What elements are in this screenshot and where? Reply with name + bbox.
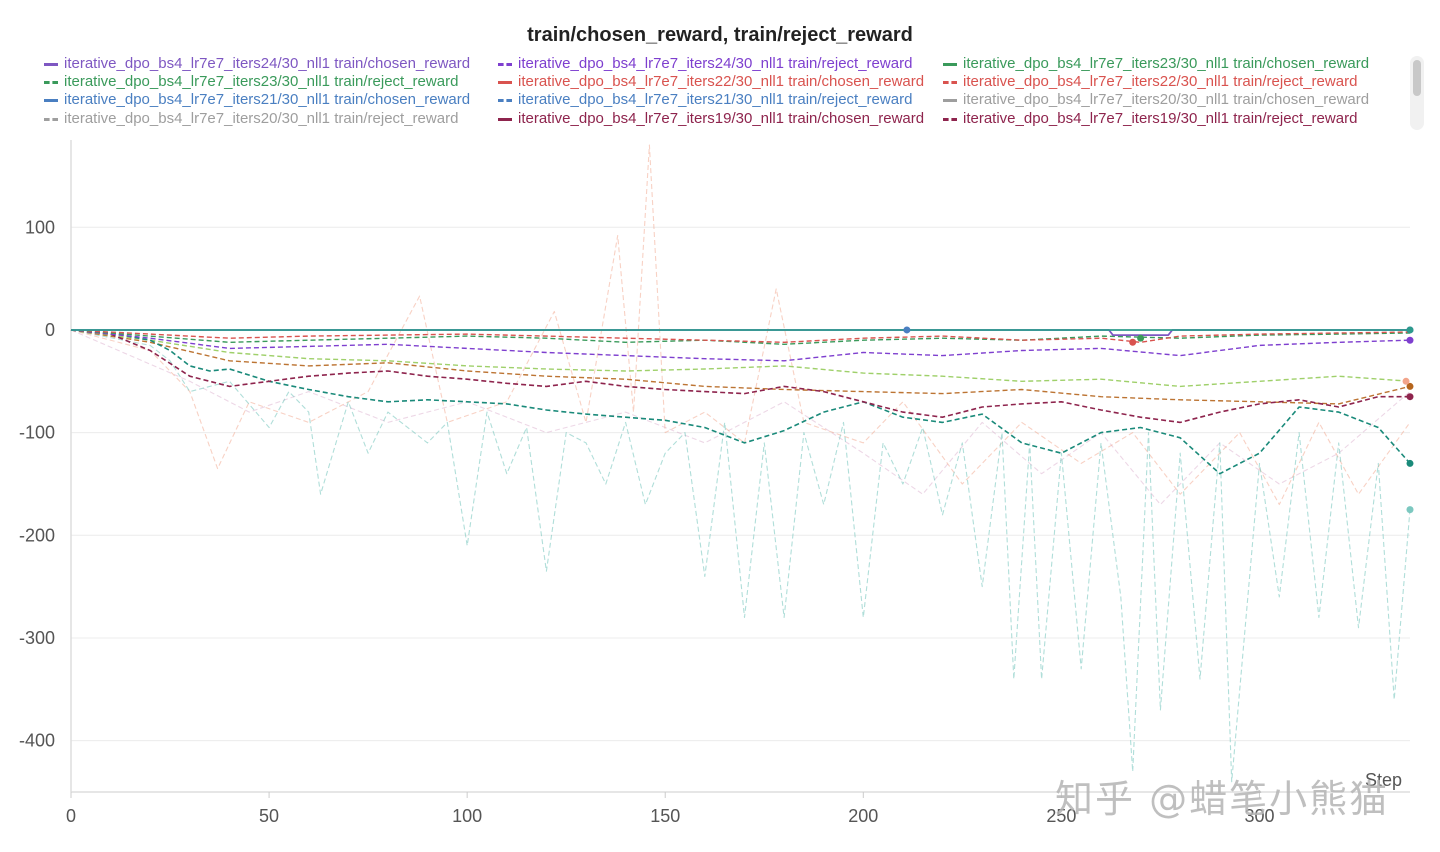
legend-item[interactable]: iterative_dpo_bs4_lr7e7_iters19/30_nll1 … xyxy=(498,110,924,128)
chart-title: train/chosen_reward, train/reject_reward xyxy=(527,24,913,46)
legend-label: iterative_dpo_bs4_lr7e7_iters24/30_nll1 … xyxy=(64,55,471,72)
series-line xyxy=(70,329,1411,783)
series-end-point xyxy=(1406,382,1414,390)
series-line xyxy=(70,329,1411,362)
series-end-point xyxy=(1406,393,1414,401)
y-tick-label: -200 xyxy=(19,525,55,545)
legend-scrollbar-thumb[interactable] xyxy=(1413,60,1421,96)
series-end-point xyxy=(1406,506,1414,514)
legend-label: iterative_dpo_bs4_lr7e7_iters21/30_nll1 … xyxy=(64,91,471,108)
x-tick-label: 200 xyxy=(848,806,878,826)
legend-label: iterative_dpo_bs4_lr7e7_iters22/30_nll1 … xyxy=(963,73,1358,90)
legend-item[interactable]: iterative_dpo_bs4_lr7e7_iters22/30_nll1 … xyxy=(498,73,924,91)
legend-item[interactable]: iterative_dpo_bs4_lr7e7_iters20/30_nll1 … xyxy=(44,110,458,128)
series-end-point xyxy=(1406,326,1414,334)
legend-swatch xyxy=(44,62,58,66)
legend-swatch xyxy=(943,80,957,84)
series-line xyxy=(70,329,1411,343)
legend-label: iterative_dpo_bs4_lr7e7_iters23/30_nll1 … xyxy=(963,55,1370,72)
legend-swatch xyxy=(498,62,512,66)
x-tick-label: 250 xyxy=(1046,806,1076,826)
x-tick-label: 0 xyxy=(66,806,76,826)
legend-swatch xyxy=(943,62,957,66)
legend-swatch xyxy=(44,80,58,84)
x-tick-label: 300 xyxy=(1244,806,1274,826)
legend-item[interactable]: iterative_dpo_bs4_lr7e7_iters20/30_nll1 … xyxy=(943,91,1369,109)
legend[interactable]: iterative_dpo_bs4_lr7e7_iters24/30_nll1 … xyxy=(40,55,1410,130)
legend-swatch xyxy=(498,80,512,84)
legend-label: iterative_dpo_bs4_lr7e7_iters23/30_nll1 … xyxy=(64,73,459,90)
series-end-point xyxy=(903,326,911,334)
series-line xyxy=(70,329,1411,405)
x-tick-label: 150 xyxy=(650,806,680,826)
legend-swatch xyxy=(44,98,58,102)
legend-item[interactable]: iterative_dpo_bs4_lr7e7_iters24/30_nll1 … xyxy=(498,55,912,73)
series-end-point xyxy=(1129,338,1137,346)
legend-label: iterative_dpo_bs4_lr7e7_iters24/30_nll1 … xyxy=(518,55,913,72)
x-tick-label: 50 xyxy=(259,806,279,826)
legend-swatch xyxy=(943,117,957,121)
legend-label: iterative_dpo_bs4_lr7e7_iters20/30_nll1 … xyxy=(64,110,459,127)
x-tick-label: 100 xyxy=(452,806,482,826)
legend-swatch xyxy=(943,98,957,102)
y-tick-label: 0 xyxy=(45,320,55,340)
legend-item[interactable]: iterative_dpo_bs4_lr7e7_iters21/30_nll1 … xyxy=(44,91,470,109)
legend-item[interactable]: iterative_dpo_bs4_lr7e7_iters22/30_nll1 … xyxy=(943,73,1357,91)
y-tick-label: -100 xyxy=(19,423,55,443)
legend-swatch xyxy=(498,98,512,102)
legend-swatch xyxy=(44,117,58,121)
legend-item[interactable]: iterative_dpo_bs4_lr7e7_iters21/30_nll1 … xyxy=(498,91,912,109)
series-line xyxy=(70,329,1411,475)
series-end-point xyxy=(1406,459,1414,467)
y-tick-label: -300 xyxy=(19,628,55,648)
y-tick-label: 100 xyxy=(25,217,55,237)
x-axis-label: Step xyxy=(1365,770,1402,790)
legend-label: iterative_dpo_bs4_lr7e7_iters19/30_nll1 … xyxy=(518,110,925,127)
legend-item[interactable]: iterative_dpo_bs4_lr7e7_iters23/30_nll1 … xyxy=(943,55,1369,73)
legend-item[interactable]: iterative_dpo_bs4_lr7e7_iters23/30_nll1 … xyxy=(44,73,458,91)
watermark: 知乎 @蜡笔小熊猫 xyxy=(1055,777,1390,821)
legend-item[interactable]: iterative_dpo_bs4_lr7e7_iters24/30_nll1 … xyxy=(44,55,470,73)
series-line xyxy=(70,329,1411,506)
legend-item[interactable]: iterative_dpo_bs4_lr7e7_iters19/30_nll1 … xyxy=(943,110,1357,128)
series-end-point xyxy=(1406,336,1414,344)
legend-label: iterative_dpo_bs4_lr7e7_iters19/30_nll1 … xyxy=(963,110,1358,127)
legend-scrollbar[interactable] xyxy=(1410,56,1424,130)
legend-label: iterative_dpo_bs4_lr7e7_iters21/30_nll1 … xyxy=(518,91,913,108)
series-line xyxy=(70,329,1411,345)
series-line xyxy=(70,329,1410,424)
y-tick-label: -400 xyxy=(19,731,55,751)
series-end-point xyxy=(1137,334,1145,342)
series-end-point xyxy=(1402,377,1410,385)
series-line xyxy=(70,144,1411,506)
legend-swatch xyxy=(498,117,512,121)
legend-label: iterative_dpo_bs4_lr7e7_iters22/30_nll1 … xyxy=(518,73,925,90)
series-line xyxy=(70,329,1411,388)
legend-label: iterative_dpo_bs4_lr7e7_iters20/30_nll1 … xyxy=(963,91,1370,108)
